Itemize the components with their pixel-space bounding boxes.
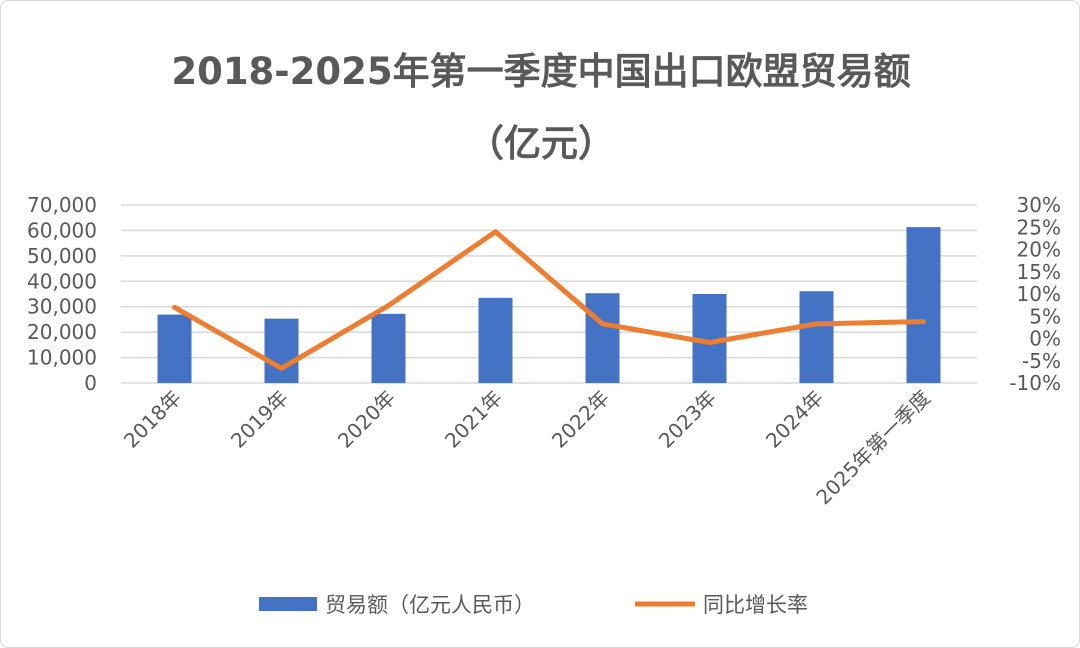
left-tick-label: 60,000	[27, 218, 97, 242]
category-label: 2025年第一季度	[811, 386, 935, 510]
left-tick-label: 20,000	[27, 320, 97, 344]
category-label: 2024年	[761, 386, 828, 453]
bar-2019年	[264, 318, 299, 383]
growth-line	[172, 229, 926, 371]
right-tick-label: 20%	[1017, 238, 1061, 262]
bar-2018年	[157, 314, 192, 383]
right-tick-label: 0%	[1029, 327, 1061, 351]
legend-bar-swatch	[259, 597, 317, 611]
bar-2022年	[585, 293, 620, 383]
right-tick-label: 5%	[1029, 304, 1061, 328]
bar-2025年第一季度	[906, 227, 941, 383]
left-tick-label: 50,000	[27, 244, 97, 268]
left-tick-label: 10,000	[27, 346, 97, 370]
left-tick-label: 40,000	[27, 269, 97, 293]
legend-line-label: 同比增长率	[703, 593, 808, 617]
left-tick-label: 0	[84, 371, 97, 395]
category-label: 2021年	[440, 386, 507, 453]
left-tick-label: 30,000	[27, 295, 97, 319]
right-tick-label: -10%	[1009, 371, 1061, 395]
right-tick-label: 15%	[1017, 260, 1061, 284]
category-label: 2022年	[547, 386, 614, 453]
legend-bar-label: 贸易额（亿元人民币）	[325, 593, 535, 617]
category-label: 2019年	[226, 386, 293, 453]
category-label: 2018年	[119, 386, 186, 453]
right-tick-label: 25%	[1017, 215, 1061, 239]
category-label: 2020年	[333, 386, 400, 453]
bar-2021年	[478, 297, 513, 383]
right-tick-label: 10%	[1017, 282, 1061, 306]
chart-subtitle: （亿元）	[467, 122, 615, 165]
right-tick-label: 30%	[1017, 193, 1061, 217]
bar-2024年	[799, 291, 834, 383]
left-tick-label: 70,000	[27, 193, 97, 217]
bar-2020年	[371, 313, 406, 383]
chart-title: 2018-2025年第一季度中国出口欧盟贸易额	[171, 50, 911, 93]
right-tick-label: -5%	[1022, 349, 1061, 373]
category-label: 2023年	[654, 386, 721, 453]
